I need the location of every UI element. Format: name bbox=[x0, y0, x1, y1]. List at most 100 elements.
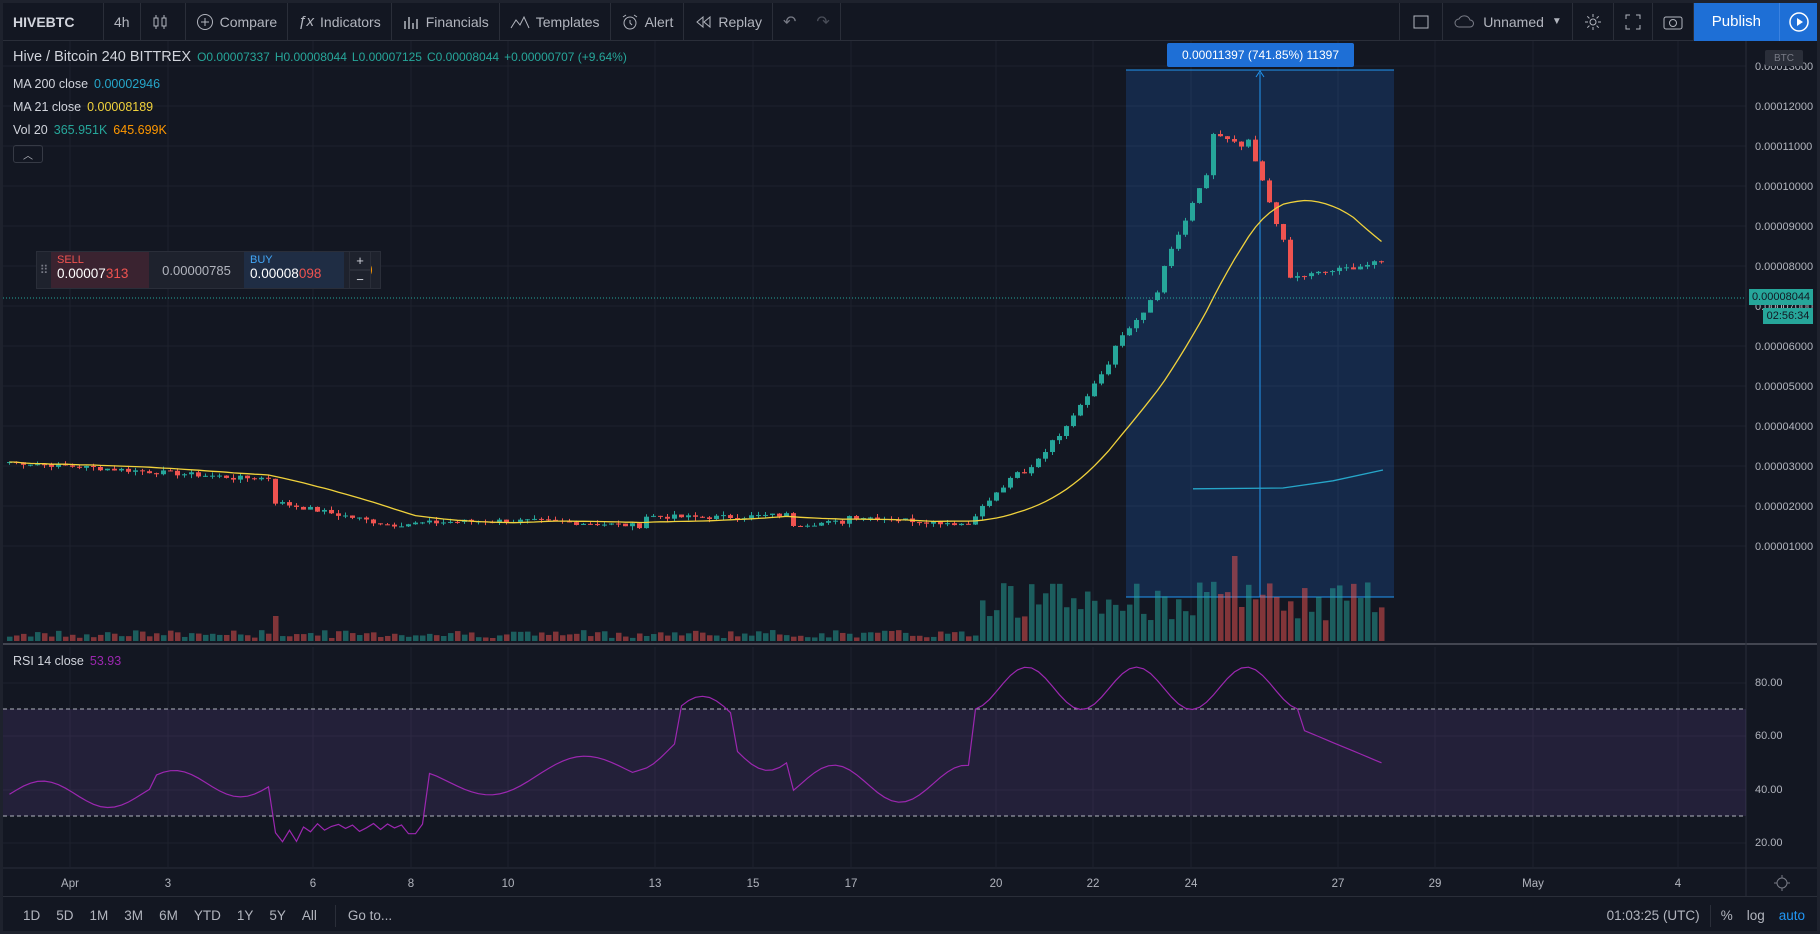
volume-bar bbox=[623, 636, 629, 641]
increase-button[interactable]: + bbox=[349, 251, 371, 270]
range-button-1y[interactable]: 1Y bbox=[236, 908, 254, 923]
buy-price-highlight: 098 bbox=[298, 266, 322, 281]
time-axis[interactable]: Apr 3 6 8 10 13 15 17 20 22 24 27 29 May 4 bbox=[61, 878, 1682, 890]
price-chart[interactable]: 0.000130000.000120000.000110000.00010000… bbox=[3, 41, 1817, 896]
vol-name: Vol 20 bbox=[13, 122, 48, 137]
candle-body bbox=[1274, 202, 1279, 225]
candle-body bbox=[1022, 472, 1027, 474]
volume-bar bbox=[203, 634, 209, 641]
candle-body bbox=[1099, 374, 1104, 384]
volume-bar bbox=[637, 633, 643, 641]
chevron-down-icon: ▼ bbox=[1551, 16, 1562, 27]
snapshot-button[interactable] bbox=[1653, 2, 1694, 41]
range-button-5y[interactable]: 5Y bbox=[269, 908, 286, 923]
chart-type-button[interactable] bbox=[141, 2, 186, 41]
redo-button[interactable]: ↷ bbox=[806, 2, 841, 41]
range-button-ytd[interactable]: YTD bbox=[193, 908, 221, 923]
replay-button[interactable]: Replay bbox=[684, 2, 773, 41]
legend-collapse-button[interactable]: ︿ bbox=[13, 145, 43, 163]
currency-tag: BTC bbox=[1765, 50, 1803, 66]
volume-bar bbox=[1218, 594, 1224, 641]
candle-body bbox=[98, 467, 103, 471]
volume-bar bbox=[70, 634, 76, 641]
ma200-line bbox=[1192, 469, 1384, 490]
undo-button[interactable]: ↶ bbox=[773, 3, 806, 41]
percent-toggle[interactable]: % bbox=[1720, 908, 1733, 923]
volume-legend[interactable]: Vol 20 365.951K 645.699K bbox=[13, 118, 632, 141]
symbol-title[interactable]: Hive / Bitcoin 240 BITTREX bbox=[13, 49, 192, 65]
volume-bar bbox=[476, 637, 482, 641]
sell-button[interactable]: SELL 0.00007313 bbox=[51, 252, 149, 288]
candle-body bbox=[1197, 188, 1202, 203]
volume-bar bbox=[112, 633, 118, 641]
rsi-legend[interactable]: RSI 14 close 53.93 bbox=[13, 654, 121, 668]
volume-bar bbox=[427, 633, 433, 641]
candles bbox=[7, 130, 1384, 531]
volume-bar bbox=[1204, 591, 1210, 641]
range-button-6m[interactable]: 6M bbox=[159, 908, 178, 923]
volume-bar bbox=[455, 631, 461, 641]
indicators-button[interactable]: ƒx Indicators bbox=[288, 2, 392, 41]
volume-bar bbox=[259, 630, 265, 641]
candle-body bbox=[609, 523, 614, 525]
volume-bar bbox=[868, 632, 874, 641]
candle-body bbox=[1239, 141, 1244, 147]
ma21-line bbox=[9, 199, 1382, 524]
price-axis[interactable]: 0.000130000.000120000.000110000.00010000… bbox=[1755, 61, 1813, 553]
layout-select-button[interactable] bbox=[1400, 2, 1444, 41]
templates-button[interactable]: Templates bbox=[500, 2, 611, 41]
divider bbox=[334, 904, 336, 927]
alert-button[interactable]: Alert bbox=[611, 2, 685, 41]
volume-bar bbox=[1274, 596, 1280, 641]
price-tick-label: 0.00012000 bbox=[1755, 101, 1813, 113]
fullscreen-button[interactable] bbox=[1614, 2, 1653, 41]
candle-body bbox=[1155, 292, 1160, 301]
range-button-3m[interactable]: 3M bbox=[124, 908, 144, 923]
volume-bar bbox=[21, 633, 27, 641]
buy-button[interactable]: BUY 0.00008098 bbox=[244, 252, 344, 288]
ma200-legend[interactable]: MA 200 close 0.00002946 bbox=[13, 72, 632, 95]
publish-button[interactable]: Publish bbox=[1693, 2, 1779, 41]
volume-bar bbox=[973, 635, 979, 641]
volume-bar bbox=[462, 634, 468, 641]
candle-body bbox=[448, 521, 453, 523]
financials-button[interactable]: Financials bbox=[392, 2, 500, 41]
layout-name-button[interactable]: Unnamed ▼ bbox=[1443, 2, 1573, 41]
rsi-axis[interactable]: 80.00 60.00 40.00 20.00 bbox=[1755, 677, 1783, 849]
ma21-name: MA 21 close bbox=[13, 99, 82, 114]
goto-button[interactable]: Go to... bbox=[347, 908, 393, 923]
volume-bar bbox=[1225, 592, 1231, 641]
chart-settings-gear[interactable] bbox=[1774, 875, 1790, 891]
range-button-all[interactable]: All bbox=[301, 908, 317, 923]
drag-handle-icon[interactable]: ⠿ bbox=[39, 263, 49, 277]
candle-body bbox=[1092, 383, 1097, 397]
measure-label: 0.00011397 (741.85%) 11397 bbox=[1167, 43, 1354, 67]
symbol-search-button[interactable]: HIVEBTC bbox=[3, 2, 104, 41]
range-button-1d[interactable]: 1D bbox=[23, 908, 41, 923]
volume-bar bbox=[196, 633, 202, 641]
candle-body bbox=[994, 492, 999, 501]
candle-body bbox=[196, 472, 201, 477]
utc-clock[interactable]: 01:03:25 (UTC) bbox=[1606, 908, 1700, 923]
volume-bar bbox=[770, 630, 776, 641]
candle-body bbox=[924, 522, 929, 524]
range-button-5d[interactable]: 5D bbox=[56, 908, 74, 923]
auto-toggle[interactable]: auto bbox=[1778, 908, 1805, 923]
compare-button[interactable]: Compare bbox=[186, 2, 289, 41]
volume-bar bbox=[630, 637, 636, 641]
candle-body bbox=[595, 524, 600, 526]
candle-body bbox=[686, 515, 691, 518]
volume-bar bbox=[945, 633, 951, 641]
buy-price-main: 0.00008 bbox=[250, 266, 299, 281]
volume-bar bbox=[644, 635, 650, 641]
log-toggle[interactable]: log bbox=[1746, 908, 1765, 923]
candle-body bbox=[812, 525, 817, 527]
settings-button[interactable] bbox=[1573, 2, 1614, 41]
ma21-legend[interactable]: MA 21 close 0.00008189 bbox=[13, 95, 632, 118]
decrease-button[interactable]: − bbox=[349, 270, 371, 289]
candle-body bbox=[385, 524, 390, 526]
time-tick-label: 15 bbox=[747, 878, 760, 890]
interval-button[interactable]: 4h bbox=[104, 2, 141, 41]
live-stream-button[interactable] bbox=[1779, 2, 1817, 41]
range-button-1m[interactable]: 1M bbox=[89, 908, 109, 923]
